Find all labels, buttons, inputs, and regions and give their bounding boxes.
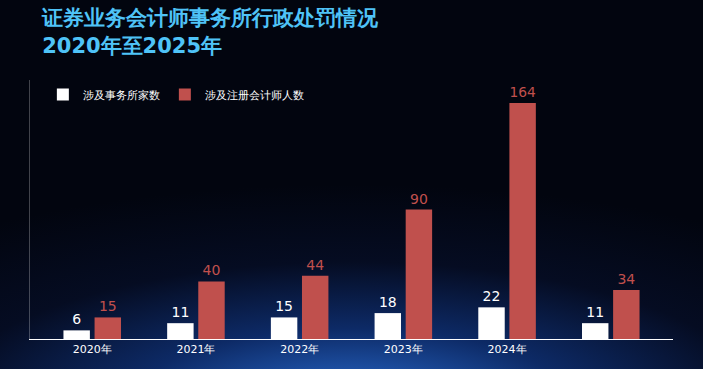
svg-text:164: 164 — [509, 84, 535, 100]
svg-text:22: 22 — [483, 288, 501, 304]
svg-text:11: 11 — [171, 304, 189, 320]
svg-text:2020年: 2020年 — [73, 343, 112, 356]
svg-text:40: 40 — [203, 262, 221, 278]
svg-text:2023年: 2023年 — [384, 343, 423, 356]
svg-text:涉及注册会计师人数: 涉及注册会计师人数 — [205, 89, 304, 102]
svg-text:15: 15 — [275, 298, 293, 314]
svg-text:2021年: 2021年 — [176, 343, 215, 356]
svg-text:2022年: 2022年 — [280, 343, 319, 356]
svg-text:涉及事务所家数: 涉及事务所家数 — [83, 89, 160, 102]
svg-text:11: 11 — [586, 304, 604, 320]
svg-text:15: 15 — [99, 298, 117, 314]
svg-text:18: 18 — [379, 294, 397, 310]
svg-text:44: 44 — [306, 257, 324, 273]
svg-text:2024年: 2024年 — [488, 343, 527, 356]
svg-text:90: 90 — [410, 191, 428, 207]
svg-text:证券业务会计师事务所行政处罚情况2020年至2025年: 证券业务会计师事务所行政处罚情况2020年至2025年 — [41, 6, 379, 57]
svg-text:34: 34 — [617, 271, 635, 287]
svg-text:6: 6 — [72, 311, 81, 327]
